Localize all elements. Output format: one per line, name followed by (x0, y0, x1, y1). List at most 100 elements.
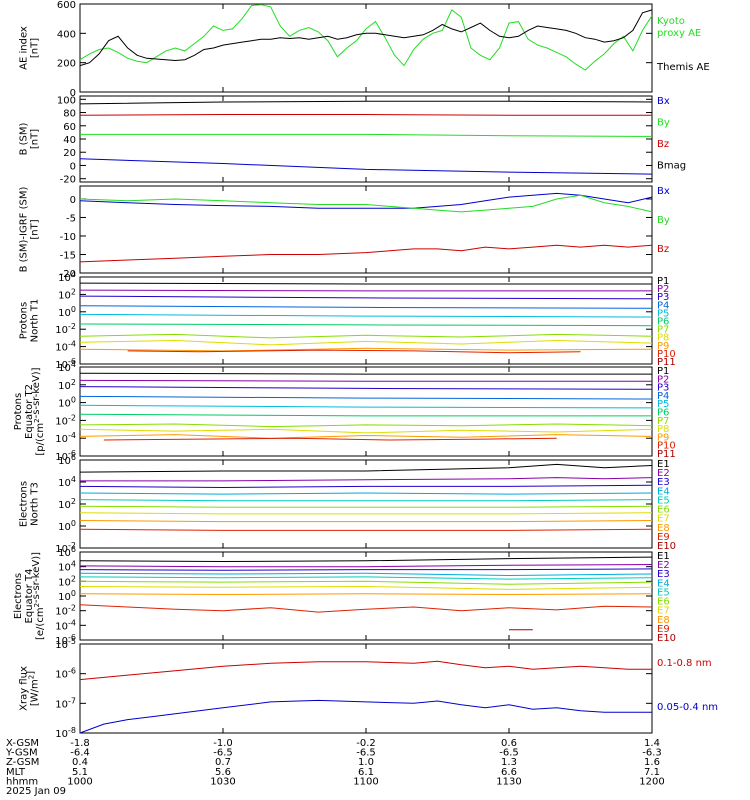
series-line-ae-kyoto-proxy-ae (79, 4, 653, 71)
series-line-ee4-e2 (79, 564, 653, 568)
legend-entry: P9 (657, 341, 669, 352)
legend-entry: Bz (657, 139, 669, 150)
y-tick-label: 10-6 (55, 667, 76, 681)
legend-entry: E8 (657, 523, 670, 534)
y-tick-label: 20 (63, 148, 76, 159)
y-tick-label: 10-8 (55, 726, 76, 740)
ephemeris-value: -1.0 (213, 738, 233, 749)
ephemeris-row-label: MLT (6, 767, 26, 778)
y-tick-label: 0 (70, 161, 76, 172)
y-tick-label: 102 (58, 378, 76, 392)
legend-entry: E1 (657, 459, 670, 470)
legend-entry: 0.1-0.8 nm (657, 658, 712, 669)
legend-entry: E2 (657, 560, 670, 571)
legend-entry: By (657, 215, 670, 226)
y-tick-label: 10-7 (55, 696, 76, 710)
y-tick-label: 10-6 (55, 633, 76, 647)
series-line-ae-themis-ae (79, 9, 653, 67)
y-tick-label: 0 (70, 195, 76, 206)
ephemeris-value: 1130 (496, 776, 521, 787)
y-axis-label: [p/(cm2-s-sr-keV)] (31, 367, 46, 455)
ephemeris-row-label: Y-GSM (5, 748, 38, 759)
y-axis-label: Equator T2 (24, 384, 35, 439)
legend-entry: E7 (657, 606, 670, 617)
y-axis-label: Protons (19, 302, 30, 339)
y-tick-label: 104 (58, 270, 76, 284)
panel-frame (79, 643, 653, 734)
y-axis-label: Equator T4 (24, 569, 35, 624)
legend-entry: By (657, 118, 670, 129)
date-label: 2025 Jan 09 (6, 786, 66, 797)
legend-entry: P7 (657, 325, 669, 336)
legend-entry: Bz (657, 244, 669, 255)
legend-entry: E5 (657, 587, 670, 598)
ephemeris-value: 0.4 (72, 757, 88, 768)
y-tick-label: 200 (57, 59, 76, 70)
series-line-pe2-p5 (79, 404, 653, 409)
y-axis-label: B (SM)-IGRF (SM) (19, 187, 30, 273)
legend-entry: E10 (657, 541, 676, 552)
series-line-pe2-p7 (79, 423, 653, 428)
y-axis-label: [nT] (30, 129, 41, 149)
legend-entry: E9 (657, 624, 670, 635)
legend-entry: Bx (657, 96, 670, 107)
series-line-pe2-p3 (79, 386, 653, 390)
ephemeris-value: -6.5 (356, 748, 376, 759)
legend-entry: E4 (657, 578, 670, 589)
legend-entry: P5 (657, 399, 669, 410)
ephemeris-value: 1030 (210, 776, 235, 787)
series-line-ee4-e5 (79, 576, 653, 580)
legend-entry: P3 (657, 292, 669, 303)
ephemeris-row-label: X-GSM (6, 738, 39, 749)
series-line-xray-0-1-0-8-nm (79, 660, 652, 681)
y-tick-label: -20 (60, 269, 76, 280)
series-line-pe2-p8 (79, 428, 653, 434)
y-tick-label: -15 (60, 250, 76, 261)
y-tick-label: 10-2 (55, 604, 76, 618)
y-axis-label: [W/m2] (26, 671, 41, 706)
y-tick-label: 10-4 (55, 618, 76, 632)
y-tick-label: 60 (63, 122, 76, 133)
legend-entry: P10 (657, 441, 676, 452)
legend-entry: P5 (657, 308, 669, 319)
legend-entry: E3 (657, 569, 670, 580)
ephemeris-value: 1.4 (644, 738, 660, 749)
y-tick-label: 10-2 (55, 413, 76, 427)
y-tick-label: 400 (57, 29, 76, 40)
y-axis-label: AE index (19, 26, 30, 70)
y-tick-label: 104 (58, 360, 76, 374)
legend-entry: P4 (657, 391, 669, 402)
y-tick-label: 10-4 (55, 431, 76, 445)
legend-entry: P4 (657, 300, 669, 311)
panel-frame (79, 459, 653, 549)
series-line-pn1-p8 (79, 339, 653, 346)
legend-entry: P6 (657, 408, 669, 419)
y-tick-label: 106 (58, 545, 76, 559)
y-axis-label: Electrons (13, 573, 24, 619)
legend-entry: proxy AE (657, 28, 701, 39)
y-tick-label: 100 (58, 589, 76, 603)
series-line-en3-e8 (79, 520, 653, 523)
series-line-en3-e2 (80, 477, 653, 482)
series-line-pe2-p9 (79, 434, 653, 439)
legend-entry: Themis AE (656, 62, 710, 73)
y-axis-label: North T3 (30, 482, 41, 526)
ephemeris-value: 1200 (639, 776, 664, 787)
y-axis-label: Electrons (19, 481, 30, 527)
ephemeris-value: -0.2 (356, 738, 376, 749)
series-line-pn1-p7 (79, 333, 653, 339)
y-axis-label: B (SM) (19, 122, 30, 155)
y-axis-label: [nT] (30, 38, 41, 58)
series-line-pn1-p1 (79, 282, 652, 285)
ephemeris-value: 1.0 (358, 757, 374, 768)
ephemeris-value: 1100 (353, 776, 378, 787)
series-line-ee4-e3 (79, 568, 653, 571)
series-line-bsm-by (80, 133, 653, 137)
series-line-pe2-p4 (79, 395, 653, 400)
y-tick-label: 104 (58, 560, 76, 574)
legend-entry: P1 (657, 276, 669, 287)
series-line-en3-e6 (79, 505, 653, 508)
panel-pe2: 104 102 100 10-2 10-4 10-6 Protons Equator T2[p… (13, 360, 676, 463)
ephemeris-value: 6.6 (501, 767, 517, 778)
